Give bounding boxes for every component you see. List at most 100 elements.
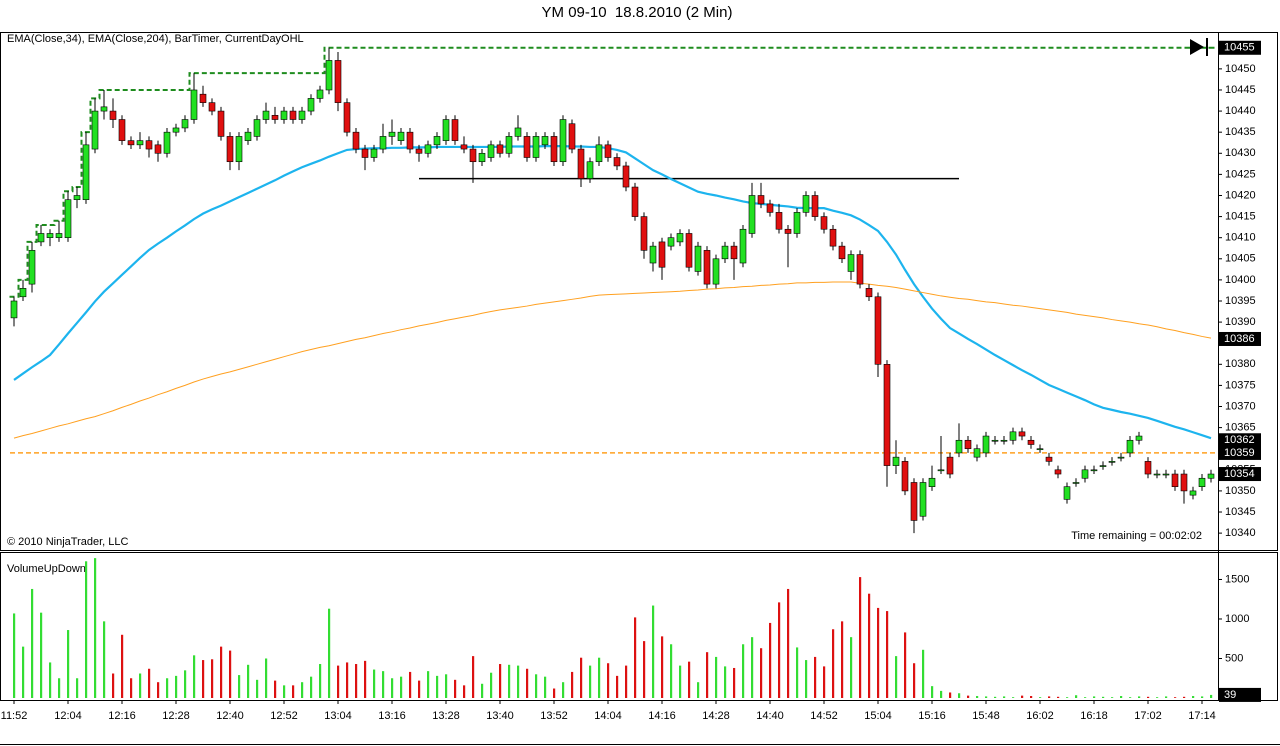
candle-body (217, 110, 225, 137)
candle-body (244, 131, 252, 141)
volume-bar (769, 622, 772, 698)
volume-bar (679, 665, 682, 698)
volume-bar (1057, 696, 1060, 698)
candle-body (73, 195, 81, 201)
x-tick-label: 12:16 (108, 710, 136, 722)
candle-body (784, 228, 792, 234)
volume-bar (193, 655, 196, 698)
volume-bar (841, 621, 844, 698)
candle-body (1054, 469, 1062, 475)
volume-bar (868, 593, 871, 698)
volume-bar (607, 663, 610, 698)
volume-bar (535, 674, 538, 698)
price-marker: 10455 (1224, 42, 1255, 54)
indicator-legend: EMA(Close,34), EMA(Close,204), BarTimer,… (7, 33, 304, 45)
candle-body (658, 241, 666, 268)
price-marker-box (1219, 467, 1261, 482)
candle-body (1090, 469, 1098, 472)
x-tick-label: 16:02 (1026, 710, 1054, 722)
volume-bar (697, 682, 700, 698)
candle-body (640, 216, 648, 251)
volume-bar (562, 682, 565, 698)
candle-body (1162, 473, 1170, 476)
candle-body (811, 195, 819, 217)
volume-bar (976, 696, 979, 698)
volume-bar (112, 673, 115, 698)
candle-body (406, 131, 414, 150)
candle-body (730, 245, 738, 260)
volume-bar (148, 668, 151, 698)
volume-bar (463, 685, 466, 698)
volume-bar (337, 665, 340, 698)
y-tick-label: 10415 (1225, 210, 1256, 222)
candle-body (1198, 477, 1206, 487)
x-tick-label: 15:48 (972, 710, 1000, 722)
volume-bar (589, 665, 592, 698)
volume-bar (265, 658, 268, 698)
volume-bar (328, 608, 331, 698)
x-tick-label: 12:40 (216, 710, 244, 722)
x-tick-label: 13:40 (486, 710, 514, 722)
volume-bar (1201, 696, 1204, 698)
volume-bar (805, 660, 808, 698)
volume-bar (31, 588, 34, 698)
volume-bar (418, 680, 421, 698)
y-tick-label: 10400 (1225, 274, 1256, 286)
volume-bar (445, 674, 448, 698)
volume-bar (949, 692, 952, 698)
candle-body (847, 254, 855, 272)
candle-body (262, 110, 270, 120)
volume-bar (202, 660, 205, 698)
volume-bar (760, 648, 763, 698)
volume-bar (616, 675, 619, 698)
candle-body (172, 127, 180, 133)
volume-bar (787, 588, 790, 698)
candle-body (676, 233, 684, 243)
candle-body (469, 148, 477, 163)
y-tick-label: 10350 (1225, 485, 1256, 497)
volume-bar (859, 577, 862, 698)
x-tick-label: 11:52 (1, 710, 28, 722)
x-tick-label: 13:52 (540, 710, 568, 722)
candle-body (253, 119, 261, 137)
volume-bar (229, 650, 232, 698)
candle-body (1072, 482, 1080, 484)
candle-body (955, 439, 963, 454)
candle-body (271, 114, 279, 120)
candle-body (424, 144, 432, 154)
copyright: © 2010 NinjaTrader, LLC (7, 536, 128, 548)
volume-bar (247, 664, 250, 698)
candle-body (478, 152, 486, 163)
candle-body (910, 482, 918, 521)
candle-body (667, 237, 675, 247)
price-marker: 10354 (1224, 468, 1255, 480)
volume-bar (598, 657, 601, 698)
volume-bar (940, 690, 943, 698)
candle-body (775, 212, 783, 230)
volume-bar (67, 630, 70, 698)
volume-title: VolumeUpDown (7, 563, 86, 575)
candle-body (748, 195, 756, 234)
y-tick-label: 10405 (1225, 253, 1256, 265)
candle-body (433, 136, 441, 146)
candle-body (397, 131, 405, 141)
candle-body (631, 186, 639, 217)
volume-bar (22, 646, 25, 698)
volume-bar (382, 671, 385, 698)
candle-body (586, 161, 594, 179)
volume-bar (1147, 696, 1150, 698)
x-tick-label: 17:14 (1188, 710, 1216, 722)
volume-bar (922, 649, 925, 698)
volume-bar (832, 629, 835, 698)
candle-body (1180, 473, 1188, 492)
indicator-line (9, 46, 1216, 298)
volume-bar (958, 693, 961, 698)
y-tick-label: 10380 (1225, 358, 1256, 370)
candle-body (793, 212, 801, 234)
volume-bar (553, 688, 556, 698)
volume-bar (121, 634, 124, 698)
volume-bar (319, 664, 322, 698)
candle-body (334, 60, 342, 103)
candle-body (937, 469, 945, 472)
candle-body (712, 258, 720, 285)
